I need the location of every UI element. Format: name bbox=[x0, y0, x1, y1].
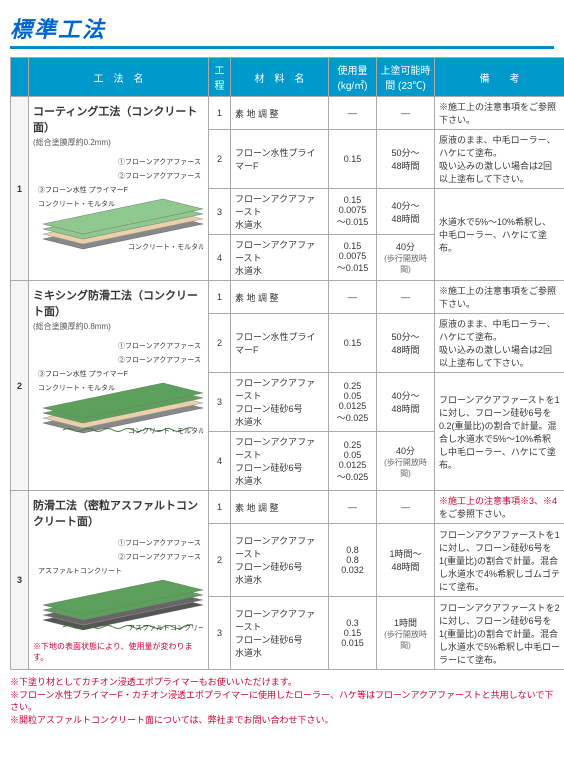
svg-text:アスファルトコンクリート: アスファルトコンクリート bbox=[38, 567, 122, 575]
method-sub: (総合塗膜厚約0.2mm) bbox=[33, 137, 204, 148]
usage: 0.15 bbox=[329, 130, 377, 189]
svg-text:コンクリート・モルタル: コンクリート・モルタル bbox=[128, 426, 203, 435]
page-title: 標準工法 bbox=[10, 12, 554, 49]
footnotes: ※下塗り材としてカチオン浸透エポプライマーもお使いいただけます。※フローン水性プ… bbox=[10, 676, 554, 726]
time: — bbox=[377, 97, 435, 130]
footnote-line: ※開粒アスファルトコンクリート面については、弊社までお問い合わせ下さい。 bbox=[10, 714, 554, 727]
usage: — bbox=[329, 281, 377, 314]
method-sub: (総合塗膜厚約0.8mm) bbox=[33, 321, 204, 332]
layer-diagram: ①フローンアクアファースト ②フローンアクアファースト ③フローン水性 プライマーF… bbox=[33, 154, 204, 256]
svg-text:①フローンアクアファースト: ①フローンアクアファースト bbox=[118, 158, 203, 166]
method-title: ミキシング防滑工法（コンクリート面） bbox=[33, 287, 204, 319]
time: 40分(歩行開放時間) bbox=[377, 235, 435, 281]
time: 50分～48時間 bbox=[377, 130, 435, 189]
material: 素 地 調 整 bbox=[231, 281, 329, 314]
diagram-note: ※下地の表面状態により、使用量が変わります。 bbox=[33, 641, 204, 663]
step-num: 2 bbox=[209, 130, 231, 189]
th-remarks: 備 考 bbox=[435, 58, 564, 97]
usage: — bbox=[329, 491, 377, 524]
material: フローン水性プライマーF bbox=[231, 130, 329, 189]
remarks: 原液のまま、中毛ローラー、ハケにて塗布。吸い込みの激しい場合は2回以上塗布して下… bbox=[435, 314, 564, 373]
svg-text:②フローンアクアファースト フローン硅砂6号: ②フローンアクアファースト フローン硅砂6号 bbox=[118, 355, 203, 364]
layer-diagram: ①フローンアクアファースト フローン硅砂6号 ②フローンアクアファースト フローン… bbox=[33, 535, 204, 637]
step-num: 2 bbox=[209, 524, 231, 597]
usage: 0.150.0075～0.015 bbox=[329, 235, 377, 281]
time: 1時間(歩行開放時間) bbox=[377, 597, 435, 670]
step-num: 3 bbox=[209, 189, 231, 235]
method-title: コーティング工法（コンクリート面） bbox=[33, 103, 204, 135]
method-cell: 防滑工法（密粒アスファルトコンクリート面） ①フローンアクアファースト フローン… bbox=[29, 491, 209, 670]
usage: 0.150.0075～0.015 bbox=[329, 189, 377, 235]
material: フローンアクアファーストフローン硅砂6号水道水 bbox=[231, 597, 329, 670]
step-num: 1 bbox=[209, 97, 231, 130]
time: 40分(歩行開放時間) bbox=[377, 432, 435, 491]
material: フローンアクアファーストフローン硅砂6号水道水 bbox=[231, 524, 329, 597]
th-method: 工 法 名 bbox=[29, 58, 209, 97]
remarks: 水道水で5%～10%希釈し、中毛ローラー、ハケにて塗布。 bbox=[435, 189, 564, 281]
remarks: ※施工上の注意事項をご参照下さい。 bbox=[435, 281, 564, 314]
material: フローンアクアファースト水道水 bbox=[231, 235, 329, 281]
svg-text:①フローンアクアファースト フローン硅砂6号: ①フローンアクアファースト フローン硅砂6号 bbox=[118, 341, 203, 350]
remarks: ※施工上の注意事項をご参照下さい。 bbox=[435, 97, 564, 130]
svg-text:コンクリート・モルタル: コンクリート・モルタル bbox=[128, 242, 203, 251]
step-num: 1 bbox=[209, 281, 231, 314]
time: 40分～48時間 bbox=[377, 189, 435, 235]
step-num: 4 bbox=[209, 235, 231, 281]
section-num: 3 bbox=[11, 491, 29, 670]
svg-text:アスファルトコンクリート: アスファルトコンクリート bbox=[128, 624, 203, 632]
time: — bbox=[377, 491, 435, 524]
remarks: 原液のまま、中毛ローラー、ハケにて塗布。吸い込みの激しい場合は2回以上塗布して下… bbox=[435, 130, 564, 189]
remarks: フローンアクアファーストを1に対し、フローン硅砂6号を0.2(重量比)の割合で計… bbox=[435, 373, 564, 491]
usage: 0.15 bbox=[329, 314, 377, 373]
usage: 0.250.050.0125～0.025 bbox=[329, 432, 377, 491]
material: フローン水性プライマーF bbox=[231, 314, 329, 373]
svg-text:③フローン水性 プライマーF: ③フローン水性 プライマーF bbox=[38, 369, 128, 378]
section-num: 2 bbox=[11, 281, 29, 491]
svg-text:コンクリート・モルタル: コンクリート・モルタル bbox=[38, 383, 115, 392]
material: 素 地 調 整 bbox=[231, 491, 329, 524]
usage: — bbox=[329, 97, 377, 130]
svg-text:②フローンアクアファースト フローン硅砂6号: ②フローンアクアファースト フローン硅砂6号 bbox=[118, 552, 203, 561]
usage: 0.30.150.015 bbox=[329, 597, 377, 670]
layer-diagram: ①フローンアクアファースト フローン硅砂6号 ②フローンアクアファースト フローン… bbox=[33, 338, 204, 440]
remarks: フローンアクアファーストを2に対し、フローン硅砂6号を1(重量比)の割合で計量。… bbox=[435, 597, 564, 670]
usage: 0.80.80.032 bbox=[329, 524, 377, 597]
step-num: 3 bbox=[209, 597, 231, 670]
remarks: ※施工上の注意事項※3、※4をご参照下さい。 bbox=[435, 491, 564, 524]
method-cell: ミキシング防滑工法（コンクリート面） (総合塗膜厚約0.8mm) ①フローンアクア… bbox=[29, 281, 209, 491]
th-time: 上塗可能時間 (23℃) bbox=[377, 58, 435, 97]
time: 50分～48時間 bbox=[377, 314, 435, 373]
th-material: 材 料 名 bbox=[231, 58, 329, 97]
svg-text:コンクリート・モルタル: コンクリート・モルタル bbox=[38, 199, 115, 208]
th-usage: 使用量 (kg/㎡) bbox=[329, 58, 377, 97]
step-num: 3 bbox=[209, 373, 231, 432]
footnote-line: ※下塗り材としてカチオン浸透エポプライマーもお使いいただけます。 bbox=[10, 676, 554, 689]
material: 素 地 調 整 bbox=[231, 97, 329, 130]
time: — bbox=[377, 281, 435, 314]
step-num: 4 bbox=[209, 432, 231, 491]
time: 1時間～48時間 bbox=[377, 524, 435, 597]
section-num: 1 bbox=[11, 97, 29, 281]
material: フローンアクアファーストフローン硅砂6号水道水 bbox=[231, 432, 329, 491]
usage: 0.250.050.0125～0.025 bbox=[329, 373, 377, 432]
th-num bbox=[11, 58, 29, 97]
svg-text:③フローン水性 プライマーF: ③フローン水性 プライマーF bbox=[38, 185, 128, 194]
method-cell: コーティング工法（コンクリート面） (総合塗膜厚約0.2mm) ①フローンアクアフ… bbox=[29, 97, 209, 281]
svg-text:①フローンアクアファースト フローン硅砂6号: ①フローンアクアファースト フローン硅砂6号 bbox=[118, 538, 203, 547]
method-title: 防滑工法（密粒アスファルトコンクリート面） bbox=[33, 497, 204, 529]
svg-text:②フローンアクアファースト: ②フローンアクアファースト bbox=[118, 172, 203, 180]
material: フローンアクアファーストフローン硅砂6号水道水 bbox=[231, 373, 329, 432]
time: 40分～48時間 bbox=[377, 373, 435, 432]
step-num: 2 bbox=[209, 314, 231, 373]
step-num: 1 bbox=[209, 491, 231, 524]
footnote-line: ※フローン水性プライマーF・カチオン浸透エポプライマーに使用したローラー、ハケ等… bbox=[10, 689, 554, 714]
material: フローンアクアファースト水道水 bbox=[231, 189, 329, 235]
remarks: フローンアクアファーストを1に対し、フローン硅砂6号を1(重量比)の割合で計量。… bbox=[435, 524, 564, 597]
construction-table: 工 法 名 工程 材 料 名 使用量 (kg/㎡) 上塗可能時間 (23℃) 備… bbox=[10, 57, 564, 670]
th-step: 工程 bbox=[209, 58, 231, 97]
